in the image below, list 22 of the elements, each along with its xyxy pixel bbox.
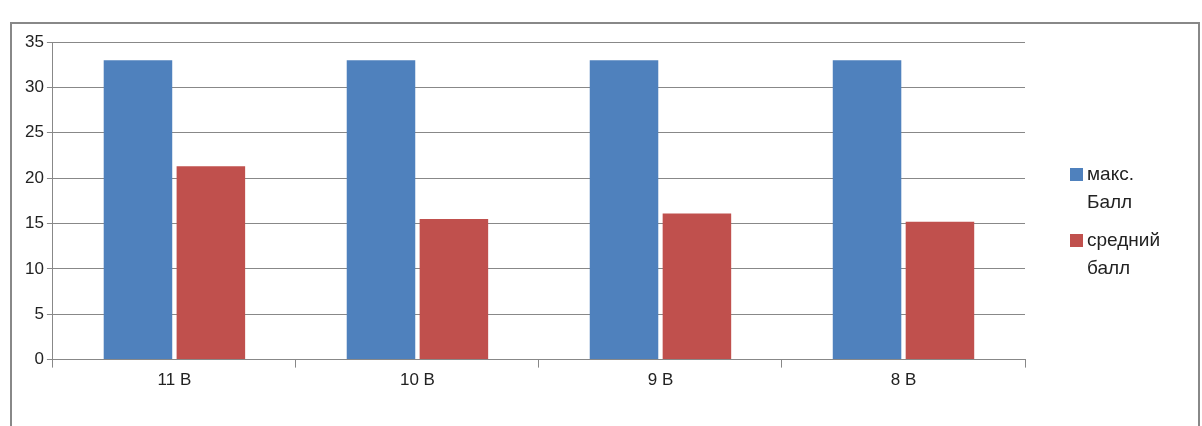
y-tick-label: 15	[24, 213, 44, 233]
y-tick-label: 20	[24, 167, 44, 187]
bar	[905, 221, 975, 360]
y-tick-label: 5	[34, 303, 44, 323]
bar	[662, 213, 732, 360]
bar	[103, 60, 173, 360]
y-tick-label: 10	[24, 258, 44, 278]
x-tick-label: 10 В	[399, 370, 435, 390]
x-tick-label: 8 В	[890, 370, 917, 390]
legend-label: макс. Балл	[1087, 162, 1135, 214]
bar	[346, 60, 416, 360]
y-tick-label: 35	[24, 31, 44, 51]
y-tick-label: 30	[24, 77, 44, 97]
x-tick-label: 9 В	[647, 370, 674, 390]
y-tick-label: 0	[34, 349, 44, 369]
x-tick-label: 11 В	[157, 370, 192, 390]
bar	[176, 166, 246, 360]
y-tick-label: 25	[24, 122, 44, 142]
bar	[832, 60, 902, 360]
bar	[419, 218, 489, 360]
bar	[589, 60, 659, 360]
legend-label: средний балл	[1087, 228, 1162, 280]
